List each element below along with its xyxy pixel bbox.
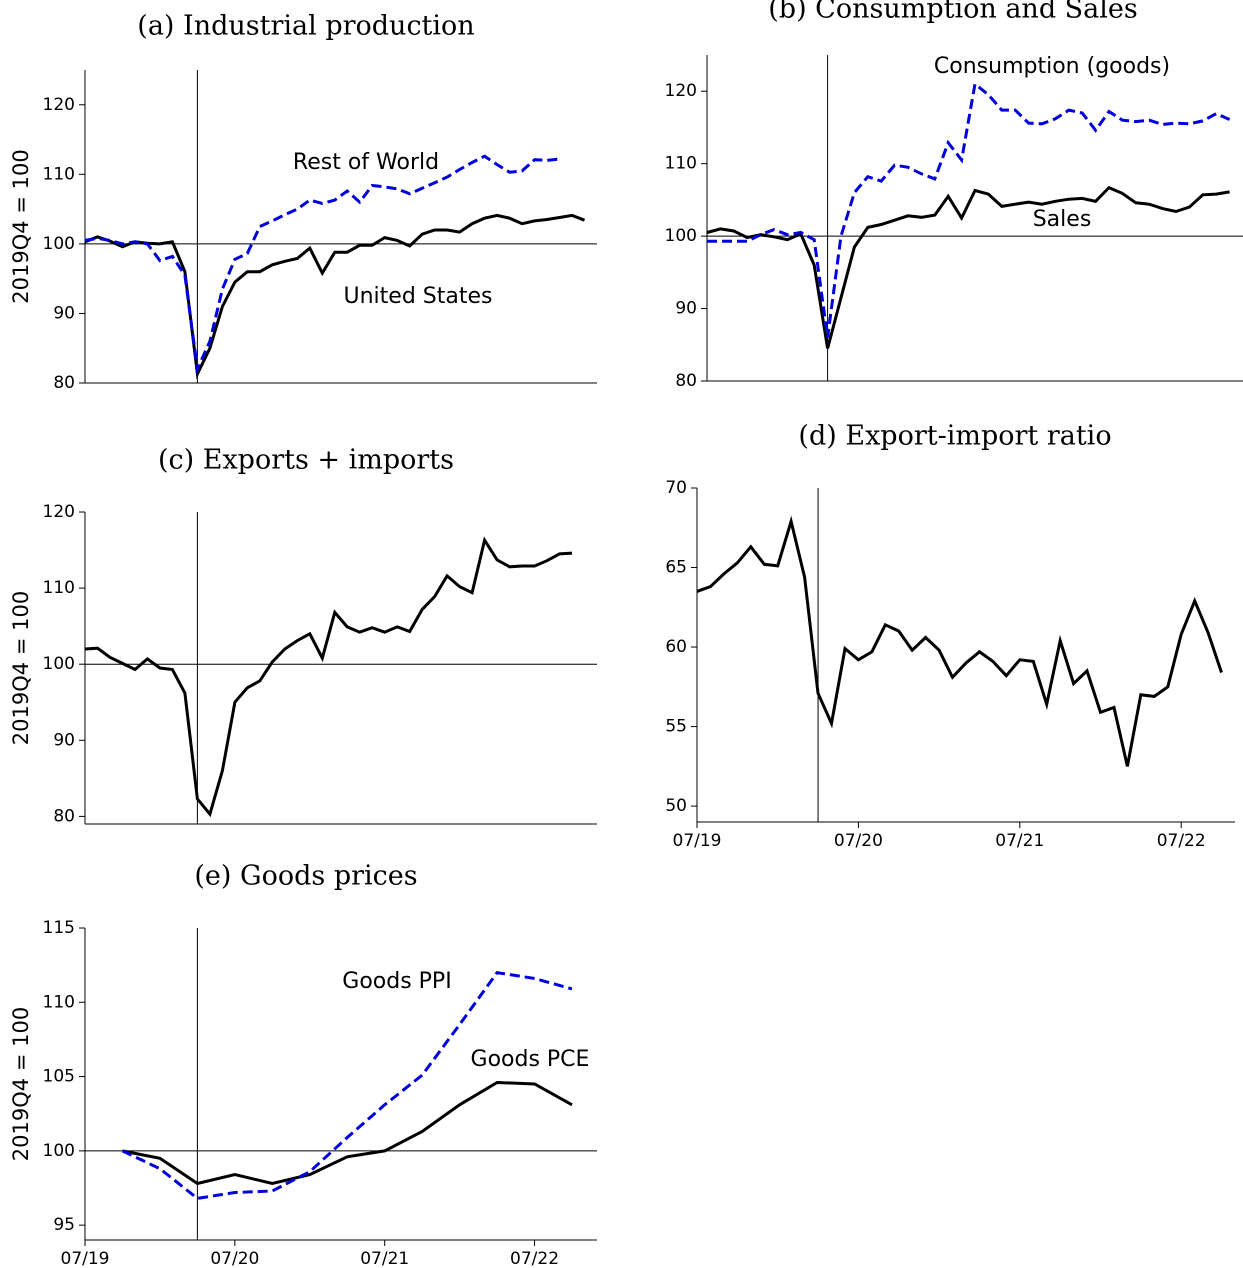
y-tick-label: 80 (53, 806, 75, 826)
panel-title: (a) Industrial production (137, 11, 474, 42)
y-tick-label: 90 (53, 303, 75, 323)
y-tick-label: 80 (675, 371, 697, 391)
series-line (84, 154, 560, 375)
y-tick-label: 80 (53, 373, 75, 393)
panel-title: (e) Goods prices (194, 861, 417, 892)
y-axis-label: 2019Q4 = 100 (9, 1007, 33, 1161)
x-tick-label: 07/22 (1157, 831, 1206, 851)
y-tick-label: 100 (43, 654, 75, 674)
y-tick-label: 95 (53, 1215, 75, 1235)
y-tick-label: 110 (43, 164, 75, 184)
y-tick-label: 55 (665, 717, 687, 737)
series-line (706, 185, 1230, 349)
series-line (84, 536, 573, 818)
series-label: Consumption (goods) (934, 54, 1170, 79)
panel-title: (c) Exports + imports (158, 445, 454, 476)
y-tick-label: 90 (675, 299, 697, 319)
y-tick-label: 110 (43, 578, 75, 598)
panel-title: (b) Consumption and Sales (768, 0, 1138, 25)
x-tick-label: 07/20 (834, 831, 883, 851)
series-label: Goods PPI (342, 969, 451, 994)
series-label: Rest of World (293, 150, 439, 175)
y-tick-label: 110 (43, 992, 75, 1012)
series-line (84, 213, 586, 380)
y-tick-label: 120 (665, 81, 697, 101)
y-tick-label: 105 (43, 1067, 75, 1087)
y-tick-label: 120 (43, 95, 75, 115)
y-tick-label: 100 (43, 1141, 75, 1161)
y-axis-label: 2019Q4 = 100 (9, 591, 33, 745)
y-axis-label: 2019Q4 = 100 (9, 149, 33, 303)
x-tick-label: 07/19 (61, 1249, 110, 1268)
x-tick-label: 07/22 (510, 1249, 559, 1268)
series-line (696, 515, 1223, 767)
x-tick-label: 07/21 (995, 831, 1044, 851)
y-tick-label: 60 (665, 637, 687, 657)
panel-title: (d) Export-import ratio (798, 421, 1111, 452)
series-line (121, 970, 573, 1200)
x-tick-label: 07/20 (210, 1249, 259, 1268)
y-tick-label: 50 (665, 796, 687, 816)
series-line (707, 81, 1231, 338)
y-tick-label: 120 (43, 502, 75, 522)
y-tick-label: 115 (43, 918, 75, 938)
y-tick-label: 100 (665, 226, 697, 246)
y-tick-label: 110 (665, 154, 697, 174)
y-tick-label: 65 (665, 558, 687, 578)
x-tick-label: 07/19 (673, 831, 722, 851)
series-label: Goods PCE (471, 1047, 590, 1072)
series-label: United States (344, 284, 493, 309)
y-tick-label: 70 (665, 478, 687, 498)
y-tick-label: 100 (43, 234, 75, 254)
series-label: Sales (1033, 207, 1092, 232)
x-tick-label: 07/21 (360, 1249, 409, 1268)
y-tick-label: 90 (53, 730, 75, 750)
series-line (122, 1080, 573, 1186)
